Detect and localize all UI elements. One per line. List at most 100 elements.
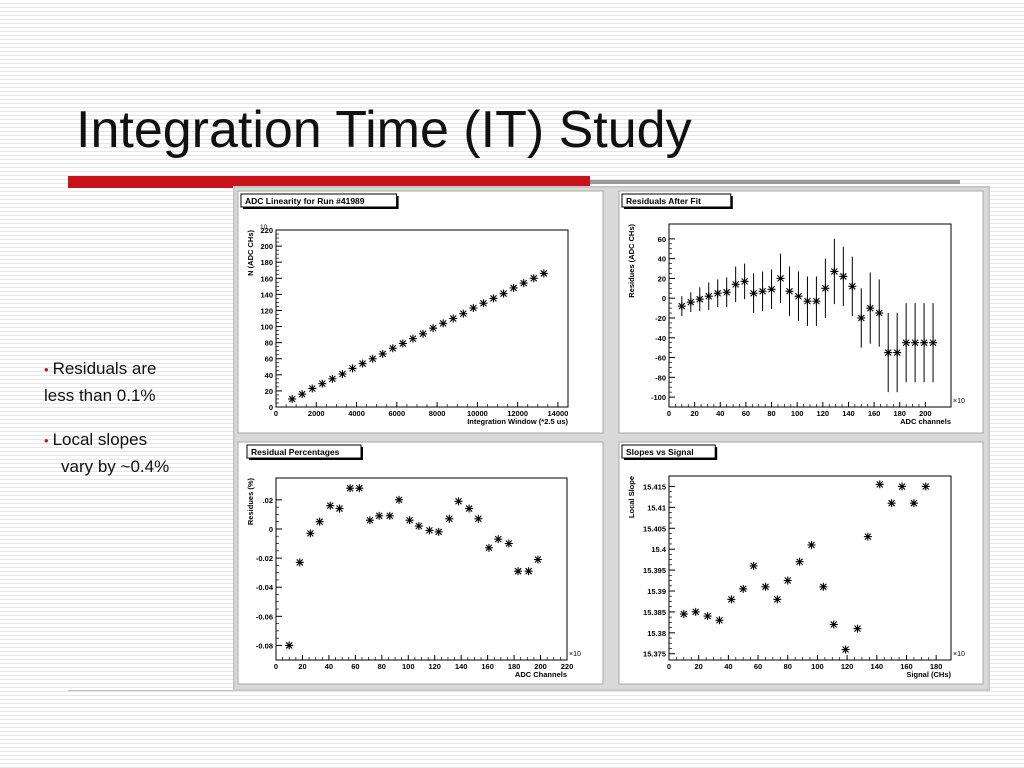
data-point (691, 607, 700, 616)
marker-stroke (406, 516, 413, 524)
x-tick-label: 60 (742, 409, 750, 418)
data-point (375, 511, 384, 520)
x-tick-label: 0 (667, 409, 671, 418)
y-tick-label: 200 (260, 242, 273, 251)
data-point (830, 267, 839, 276)
marker-stroke (525, 567, 533, 575)
data-point (740, 277, 749, 286)
bullet-item: • Residuals are less than 0.1% (44, 356, 224, 409)
x-tick-label: 40 (716, 409, 724, 418)
data-point (328, 374, 337, 383)
marker-stroke (530, 274, 538, 282)
marker-stroke (435, 528, 443, 536)
data-point (368, 354, 377, 363)
y-axis-label: Residues (ADC CHs) (627, 224, 636, 298)
data-point (703, 612, 712, 621)
marker-stroke (426, 527, 433, 534)
data-point (893, 348, 902, 357)
bullet-dot: • (44, 433, 49, 448)
marker-stroke (355, 484, 363, 492)
data-point (465, 504, 474, 513)
data-point (704, 292, 713, 301)
data-point (414, 522, 423, 531)
marker-stroke (500, 290, 507, 297)
marker-stroke (339, 370, 346, 378)
data-point (887, 499, 896, 508)
data-point (358, 359, 367, 368)
data-point (335, 504, 344, 513)
marker-stroke (910, 499, 918, 507)
marker-stroke (415, 522, 423, 530)
marker-stroke (326, 502, 334, 510)
y-tick-label: 15.375 (643, 650, 666, 659)
marker-stroke (768, 285, 775, 293)
y-tick-label: -20 (655, 314, 666, 323)
y-tick-label: 20 (658, 274, 666, 283)
x-tick-label: 140 (871, 662, 884, 671)
y-tick-label: 15.405 (643, 524, 666, 533)
figure-canvas: 0 2000 4000 6000 8000 10000 12000 14000 0 20 40 60 8… (233, 186, 990, 691)
marker-stroke (716, 616, 723, 624)
data-point (533, 555, 542, 564)
marker-stroke (888, 499, 896, 507)
y-axis-label: Residues (%) (246, 478, 255, 526)
data-point (365, 516, 374, 525)
marker-stroke (723, 288, 731, 296)
x-tick-label: 40 (724, 662, 732, 671)
data-point (338, 370, 347, 379)
data-point (875, 480, 884, 489)
data-point (425, 526, 434, 535)
chart-panel (618, 190, 984, 434)
data-point (909, 499, 918, 508)
data-point (821, 284, 830, 293)
data-point (479, 299, 488, 308)
data-point (727, 595, 736, 604)
data-point (459, 309, 468, 318)
x-tick-label: 80 (378, 662, 386, 671)
x-axis-label: Signal (CHs) (906, 670, 951, 679)
marker-stroke (375, 512, 383, 520)
data-point (378, 349, 387, 358)
data-point (445, 514, 454, 523)
title-box (240, 193, 398, 208)
y-axis-label: Local Slope (627, 476, 636, 518)
marker-stroke (786, 287, 793, 295)
y-tick-label: -100 (651, 393, 666, 402)
chart-panel (237, 190, 604, 434)
data-point (829, 620, 838, 629)
marker-stroke (830, 621, 838, 628)
marker-stroke (395, 496, 403, 504)
data-point (898, 482, 907, 491)
data-point (494, 535, 503, 544)
data-point (841, 645, 850, 654)
data-point (419, 329, 428, 338)
data-point (715, 616, 724, 625)
x-tick-label: 120 (817, 409, 830, 418)
data-point (695, 295, 704, 304)
marker-stroke (505, 540, 513, 547)
marker-stroke (920, 339, 928, 347)
y-tick-label: 20 (265, 387, 273, 396)
x-tick-label: 6000 (388, 409, 405, 418)
marker-stroke (741, 277, 749, 285)
marker-stroke (490, 294, 497, 302)
marker-stroke (459, 310, 467, 318)
x-tick-label: 100 (811, 662, 824, 671)
marker-stroke (485, 544, 493, 552)
data-point (295, 558, 304, 567)
data-point (514, 567, 523, 576)
marker-stroke (808, 541, 815, 549)
data-point (812, 297, 821, 306)
x-axis-exponent: ×10 (569, 651, 581, 658)
data-point (318, 379, 327, 388)
data-point (524, 567, 533, 576)
x-tick-label: 20 (298, 662, 306, 671)
marker-stroke (876, 480, 884, 488)
data-point (308, 384, 317, 393)
data-point (795, 557, 804, 566)
data-point (902, 338, 911, 347)
marker-stroke (813, 297, 820, 305)
data-point (677, 302, 686, 311)
marker-stroke (696, 295, 704, 303)
marker-stroke (288, 395, 296, 403)
